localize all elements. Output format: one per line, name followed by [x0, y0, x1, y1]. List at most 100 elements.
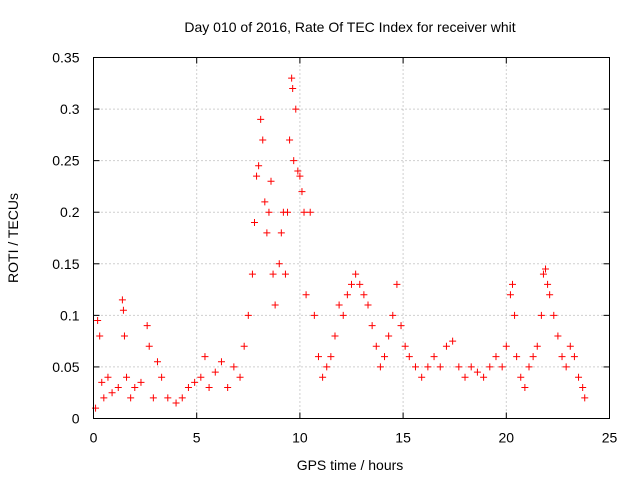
data-point — [521, 384, 529, 392]
chart-title: Day 010 of 2016, Rate Of TEC Index for r… — [184, 19, 515, 35]
data-point — [178, 394, 186, 402]
data-point — [389, 311, 397, 319]
x-tick-label: 15 — [395, 430, 411, 446]
data-point — [224, 384, 232, 392]
data-point — [381, 353, 389, 361]
data-point — [385, 332, 393, 340]
data-point — [250, 219, 258, 227]
grid-lines — [93, 57, 610, 419]
data-point — [302, 291, 310, 299]
data-point — [327, 353, 335, 361]
data-point — [335, 301, 343, 309]
y-tick-label: 0.35 — [52, 50, 79, 66]
data-point — [575, 373, 583, 381]
data-point — [269, 270, 277, 278]
data-point — [119, 306, 127, 314]
data-point — [236, 373, 244, 381]
y-tick-label: 0.15 — [52, 256, 79, 272]
data-point — [581, 394, 589, 402]
data-point — [172, 399, 180, 407]
data-point — [310, 311, 318, 319]
data-point — [164, 394, 172, 402]
data-point — [323, 363, 331, 371]
data-point — [529, 353, 537, 361]
x-tick-label: 10 — [292, 430, 308, 446]
x-tick-label: 20 — [499, 430, 515, 446]
plot-frame — [93, 57, 610, 419]
data-point — [319, 373, 327, 381]
data-point — [579, 384, 587, 392]
data-point — [267, 177, 275, 185]
data-point — [244, 311, 252, 319]
data-point — [352, 270, 360, 278]
data-point — [205, 384, 213, 392]
data-point — [570, 353, 578, 361]
data-point — [230, 363, 238, 371]
x-tick-label: 5 — [193, 430, 201, 446]
data-point — [461, 373, 469, 381]
data-point — [127, 394, 135, 402]
y-tick-label: 0 — [72, 411, 80, 427]
data-point — [486, 363, 494, 371]
data-point — [424, 363, 432, 371]
data-point — [290, 157, 298, 165]
data-point — [253, 172, 261, 180]
data-point — [401, 342, 409, 350]
data-point — [554, 332, 562, 340]
data-point — [562, 363, 570, 371]
data-point — [263, 229, 271, 237]
data-point — [360, 291, 368, 299]
data-point — [473, 368, 481, 376]
data-point — [94, 317, 102, 325]
data-point — [149, 394, 157, 402]
data-point — [100, 394, 108, 402]
data-point — [123, 373, 131, 381]
data-point — [376, 363, 384, 371]
y-tick-label: 0.25 — [52, 153, 79, 169]
data-point — [248, 270, 256, 278]
data-point — [143, 322, 151, 330]
data-point — [348, 280, 355, 288]
data-point — [449, 337, 457, 345]
data-point — [537, 311, 545, 319]
data-point — [314, 353, 322, 361]
data-point — [281, 270, 289, 278]
data-point — [197, 373, 205, 381]
data-point — [506, 291, 514, 299]
data-point — [98, 378, 106, 386]
data-point — [418, 373, 426, 381]
y-tick-label: 0.05 — [52, 359, 79, 375]
data-point — [566, 342, 574, 350]
data-point — [275, 260, 283, 268]
data-point — [217, 358, 225, 366]
data-point — [114, 384, 122, 392]
data-point — [513, 353, 521, 361]
x-axis-label: GPS time / hours — [297, 457, 404, 473]
data-point — [261, 198, 269, 206]
x-tick-label: 25 — [602, 430, 618, 446]
y-tick-label: 0.3 — [60, 101, 80, 117]
data-point — [288, 74, 296, 82]
data-point — [240, 342, 248, 350]
y-axis-label: ROTI / TECUs — [5, 193, 21, 283]
data-point — [372, 342, 380, 350]
data-point — [546, 291, 554, 299]
data-point — [277, 229, 285, 237]
data-point — [184, 384, 192, 392]
data-point — [306, 208, 314, 216]
data-point — [289, 84, 297, 92]
data-point — [356, 280, 364, 288]
data-point — [393, 280, 401, 288]
data-point — [145, 342, 153, 350]
data-point — [211, 368, 219, 376]
data-point — [296, 172, 304, 180]
data-point — [259, 136, 267, 144]
data-point — [511, 311, 519, 319]
data-point — [153, 358, 161, 366]
data-point — [294, 167, 302, 175]
data-point — [104, 373, 112, 381]
data-point — [201, 353, 209, 361]
data-point — [300, 208, 308, 216]
data-point — [96, 332, 104, 340]
